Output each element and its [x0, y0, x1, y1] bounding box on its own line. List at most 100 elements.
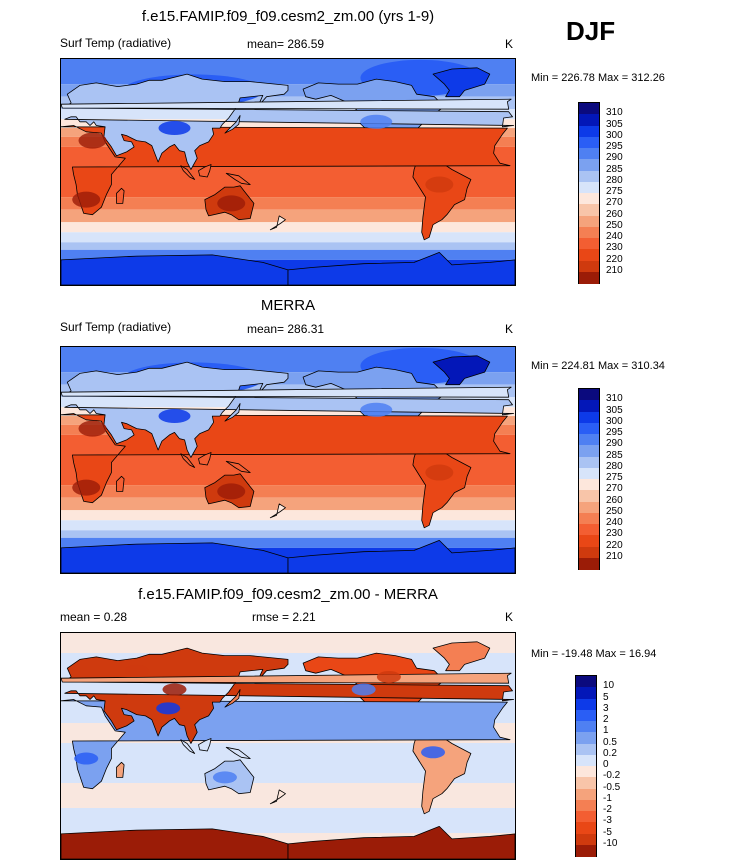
continent-greenland — [432, 67, 491, 98]
panel1-mean-label: mean= 286.59 — [247, 37, 325, 51]
colorbar-swatch — [576, 676, 596, 688]
colorbar-swatch — [576, 766, 596, 778]
colorbar-swatch — [579, 501, 599, 514]
panel3-map-plot — [61, 633, 515, 859]
colorbar-swatch — [579, 490, 599, 502]
colorbar-tick-label: 295 — [606, 141, 623, 152]
panel1-map — [60, 58, 516, 286]
continent-uk — [61, 98, 512, 110]
continent-antarcticaW — [287, 826, 515, 859]
colorbar-swatch — [579, 467, 599, 480]
colorbar-tick-label: 250 — [606, 505, 623, 517]
panel1-variable-label: Surf Temp (radiative) — [60, 36, 172, 50]
panel1-minmax: Min = 226.78 Max = 312.26 — [531, 72, 665, 84]
colorbar-tick-label: -3 — [603, 815, 612, 827]
colorbar-tick-label: 210 — [606, 550, 623, 562]
colorbar-tick-label: 10 — [603, 680, 615, 692]
colorbar-swatch — [579, 148, 599, 160]
panel3-map — [60, 632, 516, 860]
colorbar-tick-label: 220 — [606, 539, 623, 551]
colorbar-swatch — [576, 844, 596, 857]
colorbar-swatch — [579, 170, 599, 183]
colorbar-swatch — [579, 479, 599, 491]
continent-newguinea — [225, 460, 251, 473]
panel2-title: MERRA — [260, 297, 316, 314]
panel3-mean-label: mean = 0.28 — [60, 610, 128, 624]
colorbar-swatch — [576, 754, 596, 767]
colorbar-swatch — [579, 271, 599, 284]
colorbar-swatch — [576, 743, 596, 756]
continent-africa — [61, 125, 511, 216]
colorbar-tick-label: 260 — [606, 208, 623, 220]
colorbar-tick-label: 290 — [606, 152, 623, 164]
colorbar-swatch — [579, 535, 599, 547]
colorbar-swatch — [579, 512, 599, 525]
continent-sumatra — [180, 165, 196, 180]
continent-madagascar — [116, 475, 125, 492]
continent-greenland — [432, 355, 491, 386]
colorbar-tick-label: 240 — [606, 231, 623, 242]
colorbar-swatch — [579, 193, 599, 205]
panel2-mean-label: mean= 286.31 — [247, 322, 325, 336]
panel1-map-plot — [61, 59, 515, 285]
continent-eurasia — [63, 647, 515, 744]
colorbar-swatch — [579, 103, 599, 115]
continent-nz — [269, 503, 286, 519]
continent-antarctica — [61, 254, 289, 285]
colorbar-swatch — [576, 799, 596, 812]
colorbar-swatch — [579, 434, 599, 446]
colorbar-swatch — [579, 249, 599, 261]
colorbar-swatch — [579, 204, 599, 216]
colorbar-tick-label: -10 — [603, 837, 618, 849]
colorbar-swatch — [579, 114, 599, 126]
colorbar-tick-label: 210 — [606, 264, 623, 276]
colorbar-tick-label: 310 — [606, 393, 623, 405]
panel3-title: f.e15.FAMIP.f09_f09.cesm2_zm.00 - MERRA — [138, 586, 438, 603]
continent-greenland — [432, 641, 491, 672]
colorbar-swatch — [579, 557, 599, 570]
colorbar-tick-label: 1 — [603, 725, 609, 737]
colorbar-swatch — [576, 732, 596, 744]
panel3-rmse-label: rmse = 2.21 — [252, 610, 316, 624]
continent-antarctica — [61, 542, 289, 573]
colorbar-swatch — [579, 215, 599, 228]
panel3-minmax: Min = -19.48 Max = 16.94 — [531, 648, 657, 660]
colorbar-swatch — [579, 411, 599, 424]
colorbar-tick-label: 0.2 — [603, 747, 617, 759]
colorbar-swatch — [579, 181, 599, 194]
continent-sumatra — [180, 453, 196, 468]
colorbar-tick-label: 295 — [606, 427, 623, 438]
continent-japan — [224, 689, 241, 708]
colorbar-tick-label: 2 — [603, 714, 609, 725]
colorbar-tick-label: 240 — [606, 517, 623, 528]
colorbar-tick-label: 250 — [606, 219, 623, 231]
colorbar-swatch — [576, 822, 596, 834]
continent-samerica — [412, 444, 472, 529]
colorbar-tick-label: 275 — [606, 186, 623, 197]
colorbar-swatch — [579, 125, 599, 138]
continent-uk — [61, 386, 512, 398]
panel2-units: K — [505, 322, 514, 336]
colorbar-tick-label: 230 — [606, 242, 623, 254]
colorbar-swatch — [579, 400, 599, 412]
continent-madagascar — [116, 761, 125, 778]
colorbar-swatch — [579, 238, 599, 250]
colorbar-swatch — [576, 709, 596, 722]
continent-borneo — [198, 164, 212, 178]
colorbar-swatch — [579, 524, 599, 536]
colorbar-tick-label: 3 — [603, 702, 609, 714]
continent-japan — [224, 403, 241, 422]
colorbar-tick-label: 285 — [606, 163, 623, 175]
colorbar-tick-label: 220 — [606, 253, 623, 265]
colorbar-tick-label: 300 — [606, 129, 623, 141]
continent-nz — [269, 789, 286, 805]
colorbar-swatch — [579, 136, 599, 149]
continent-newguinea — [225, 172, 251, 185]
colorbar-tick-label: 230 — [606, 528, 623, 540]
colorbar-tick-label: 300 — [606, 415, 623, 427]
colorbar-tick-label: 0 — [603, 759, 609, 770]
continent-japan — [224, 115, 241, 134]
colorbar-swatch — [579, 159, 599, 171]
season-label: DJF — [566, 16, 616, 46]
continent-africa — [61, 413, 511, 504]
